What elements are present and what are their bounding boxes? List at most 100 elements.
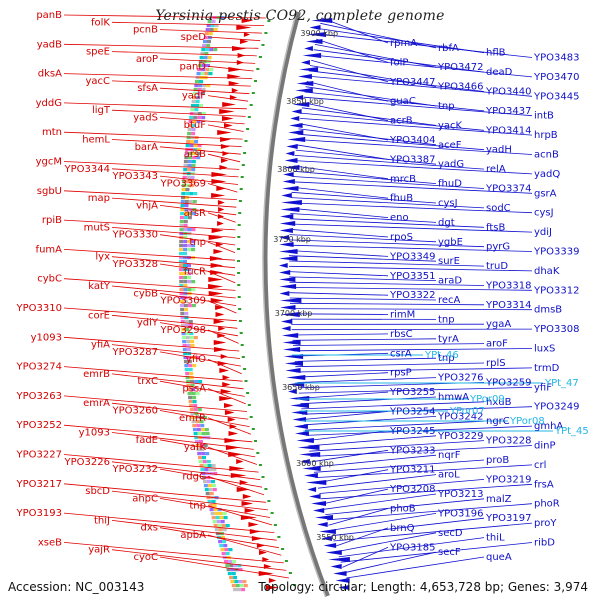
feature-block [201, 116, 206, 120]
feature-block [205, 432, 210, 436]
feature-block [184, 364, 189, 368]
feature-block [218, 528, 223, 532]
forward-gene-label: map [88, 193, 110, 204]
feature-block [196, 72, 201, 76]
forward-leader-line [63, 131, 243, 140]
reverse-gene-label: YPO3242 [437, 411, 483, 422]
forward-gene-arrow [215, 312, 225, 317]
forward-leader-line [159, 292, 237, 306]
reverse-gene-label: ygbE [438, 237, 463, 248]
feature-block [189, 372, 194, 376]
forward-leader-line [159, 117, 245, 125]
feature-block [196, 152, 201, 156]
reverse-leader-line [289, 250, 389, 257]
feature-block [180, 308, 185, 312]
forward-gene-label: folK [91, 17, 110, 28]
feature-block [190, 384, 195, 388]
feature-block [217, 524, 222, 528]
reverse-gene-label: YPO3414 [485, 125, 531, 136]
reverse-gene-arrow [280, 312, 300, 317]
feature-block [211, 464, 216, 468]
forward-gene-label: sgbU [37, 186, 62, 197]
forward-gene-arrow [268, 578, 277, 583]
feature-block [191, 280, 196, 284]
reverse-gene-arrow [335, 578, 350, 583]
feature-block [179, 240, 184, 244]
reverse-leader-line [306, 81, 389, 102]
forward-gene-arrow [211, 228, 224, 233]
feature-block [191, 104, 195, 108]
forward-gene-arrow [259, 550, 267, 555]
forward-gene-label: apbA [180, 530, 206, 541]
reverse-gene-label: ngrC [486, 416, 510, 427]
feature-block [179, 216, 184, 220]
feature-block [190, 340, 195, 344]
reverse-leader-line [296, 372, 389, 378]
reverse-gene-label: aceF [438, 140, 462, 151]
reverse-gene-label: yadG [438, 159, 464, 170]
feature-block [180, 212, 185, 216]
reverse-gene-label: guaC [390, 96, 416, 107]
forward-gene-label: dxs [141, 523, 158, 534]
feature-block [213, 472, 218, 476]
feature-block [181, 324, 185, 328]
forward-leader-line [63, 307, 237, 322]
feature-block [198, 456, 202, 460]
feature-block [193, 404, 198, 408]
reverse-leader-line [333, 522, 533, 542]
feature-block [208, 488, 213, 492]
feature-block [181, 188, 186, 192]
reverse-gene-arrow [311, 18, 333, 23]
feature-block [200, 448, 205, 452]
feature-block [181, 196, 185, 200]
reverse-leader-line [290, 207, 389, 218]
gene-labels: panB folK pcnB speD yadB speE aroP panD dksA yacC… [16, 10, 589, 563]
forward-gene-label: ligT [92, 105, 111, 116]
reverse-leader-line [316, 469, 389, 484]
reverse-leader-line [289, 276, 437, 281]
reverse-leader-line [344, 551, 437, 574]
forward-gene-arrow [208, 235, 224, 240]
reverse-gene-arrow [279, 298, 302, 303]
forward-leader-line [63, 14, 266, 19]
feature-block [193, 192, 198, 196]
feature-block [186, 344, 191, 348]
feature-block [180, 312, 185, 316]
feature-block [187, 132, 192, 136]
feature-block [192, 92, 197, 96]
feature-block [213, 508, 218, 512]
position-tick [288, 572, 292, 574]
feature-block [183, 256, 187, 260]
forward-leader-line [63, 424, 253, 443]
reverse-gene-arrow [296, 438, 314, 443]
reverse-gene-label: relA [486, 164, 506, 175]
position-tick [244, 140, 248, 142]
forward-leader-line [63, 454, 259, 473]
forward-gene-label: YPO3226 [64, 457, 110, 468]
accession-label: Accession: NC_003143 [8, 580, 145, 594]
reverse-leader-line [292, 343, 485, 346]
forward-gene-label: hemL [82, 135, 110, 146]
feature-block [179, 280, 184, 284]
feature-block [211, 480, 215, 484]
reverse-gene-label: luxS [534, 344, 555, 355]
reverse-gene-label: acnB [534, 150, 559, 161]
forward-leader-line [207, 183, 238, 193]
feature-block [209, 48, 214, 52]
feature-block [190, 344, 195, 348]
feature-block [200, 52, 205, 56]
feature-block [193, 88, 198, 92]
reverse-gene-label: YPO3339 [533, 247, 579, 258]
feature-block [207, 480, 211, 484]
reverse-gene-label: YPO3208 [389, 484, 435, 495]
forward-gene-arrow [213, 340, 227, 345]
forward-gene-arrow [218, 326, 226, 331]
forward-leader-line [207, 95, 249, 102]
feature-block [207, 20, 212, 24]
feature-block [198, 84, 203, 88]
reverse-leader-line [331, 517, 485, 537]
reverse-gene-arrow [279, 249, 298, 254]
feature-block [225, 564, 230, 568]
feature-block [187, 264, 191, 268]
